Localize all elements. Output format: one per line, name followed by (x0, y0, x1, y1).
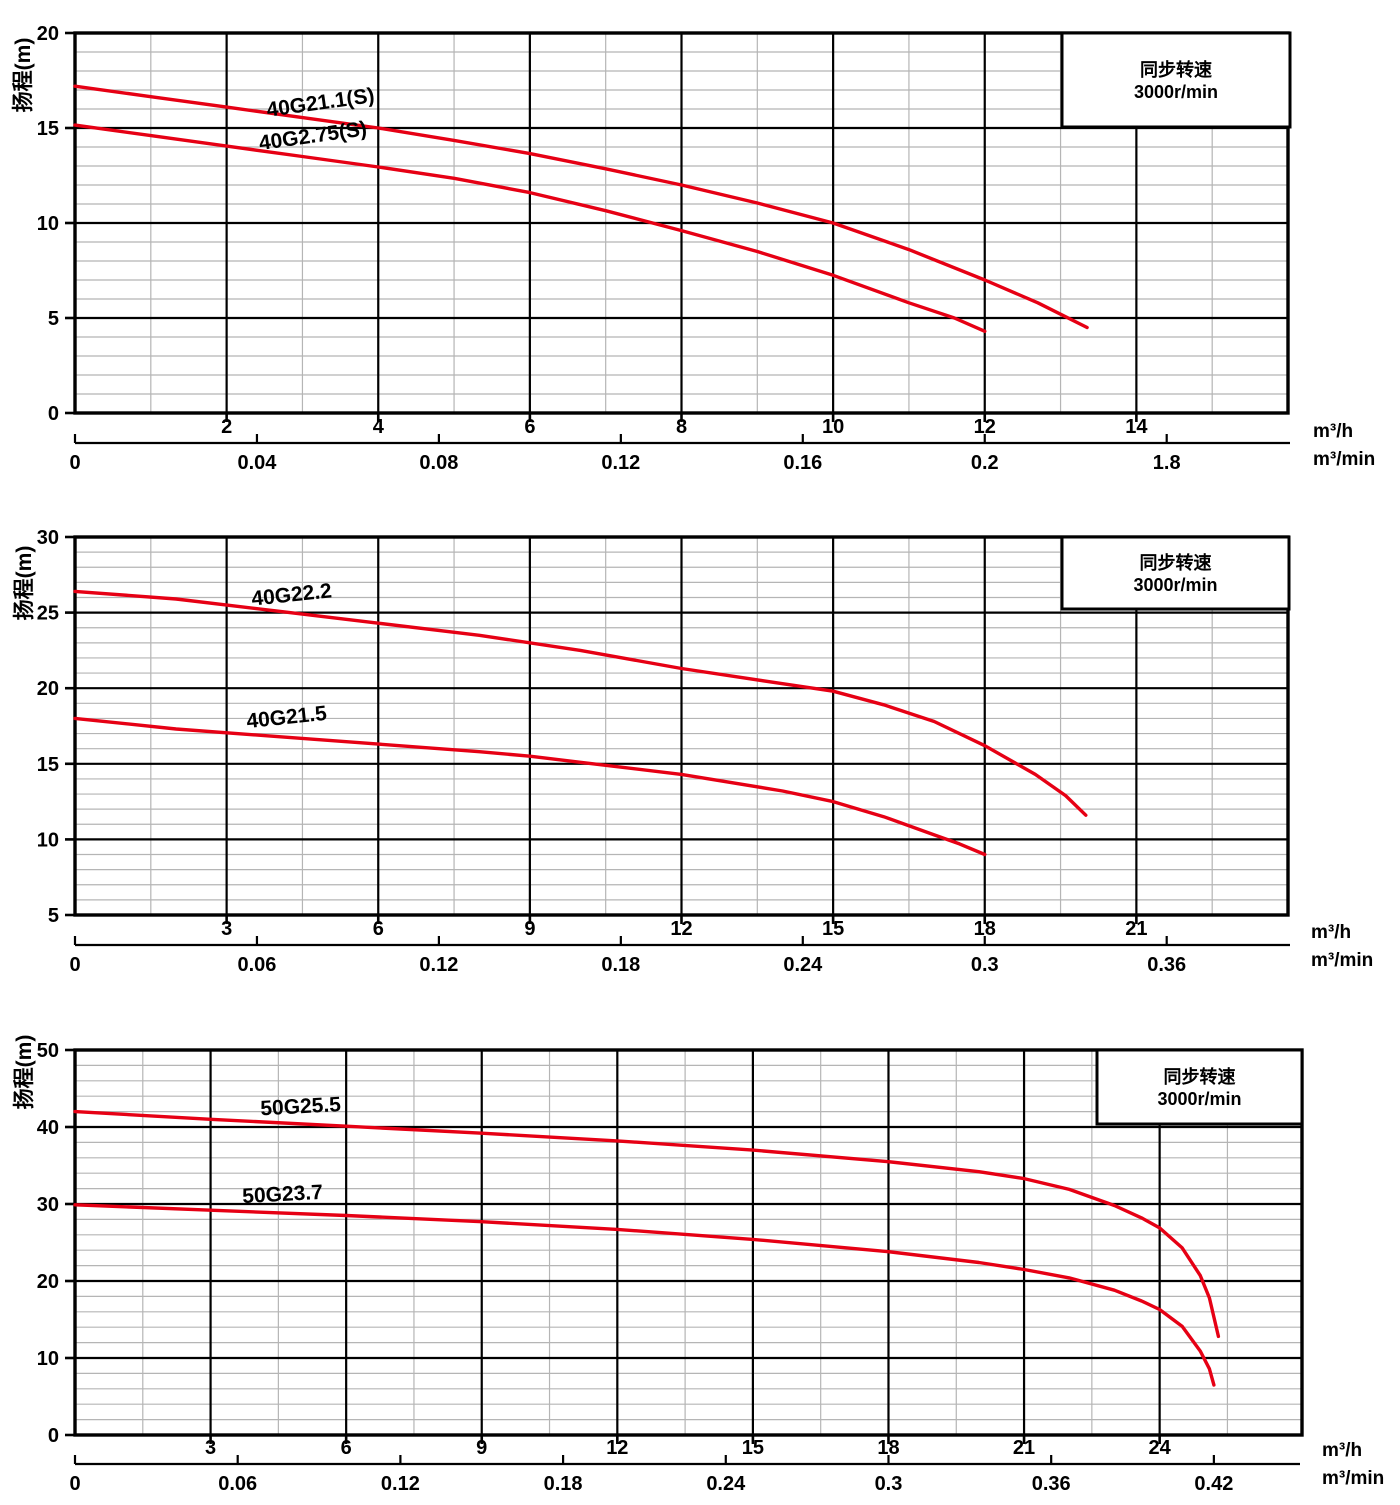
x-tick-label: 4 (373, 416, 385, 438)
x-tick-label: 3 (221, 918, 232, 940)
y-tick-label: 30 (37, 1194, 59, 1216)
chart-2: 5 10 15 20 25 30 3 6 9 12 15 18 21 0 0.06 0.12 0.18 0.24 0… (13, 527, 1373, 976)
unit-label-m3min: m³/min (1322, 1468, 1384, 1489)
secondary-tick-label: 0.24 (706, 1473, 746, 1495)
x-tick-label: 9 (476, 1437, 487, 1459)
secondary-tick-label: 0.42 (1194, 1473, 1233, 1495)
sync-speed-legend-line2: 3000r/min (1133, 575, 1217, 595)
x-tick-label: 18 (877, 1437, 899, 1459)
y-tick-label: 20 (37, 23, 59, 45)
sync-speed-legend-line2: 3000r/min (1134, 82, 1218, 102)
y-tick-label: 10 (37, 829, 59, 851)
secondary-tick-label: 1.8 (1153, 452, 1181, 474)
y-axis-title: 扬程(m) (12, 38, 35, 113)
unit-label-m3h: m³/h (1313, 421, 1353, 442)
x-tick-label: 12 (974, 416, 996, 438)
sync-speed-legend-line1: 同步转速 (1140, 59, 1212, 80)
x-tick-label: 6 (524, 416, 535, 438)
secondary-tick-label: 0.16 (783, 452, 822, 474)
secondary-tick-label: 0.06 (218, 1473, 257, 1495)
x-tick-label: 9 (524, 918, 535, 940)
x-tick-label: 15 (822, 918, 844, 940)
y-tick-label: 50 (37, 1040, 59, 1062)
curve-40G21.5 (73, 716, 987, 857)
secondary-tick-label: 0.24 (783, 954, 823, 976)
y-tick-label: 20 (37, 1271, 59, 1293)
x-tick-label: 12 (606, 1437, 628, 1459)
y-axis-title: 扬程(m) (13, 546, 36, 621)
x-tick-label: 21 (1125, 918, 1147, 940)
x-tick-label: 2 (221, 416, 232, 438)
y-tick-label: 20 (37, 678, 59, 700)
curve-40G21.1(S) (73, 84, 1089, 330)
y-tick-label: 0 (48, 403, 59, 425)
secondary-tick-label: 0.36 (1032, 1473, 1071, 1495)
y-tick-label: 40 (37, 1117, 59, 1139)
y-axis-title: 扬程(m) (13, 1035, 36, 1110)
secondary-tick-label: 0.18 (601, 954, 640, 976)
x-tick-label: 14 (1125, 416, 1148, 438)
secondary-tick-label: 0.36 (1147, 954, 1186, 976)
secondary-tick-label: 0.06 (237, 954, 276, 976)
secondary-tick-label: 0 (69, 1473, 80, 1495)
unit-label-m3min: m³/min (1313, 449, 1375, 470)
secondary-tick-label: 0.12 (419, 954, 458, 976)
secondary-tick-label: 0.3 (971, 954, 999, 976)
x-tick-label: 6 (373, 918, 384, 940)
x-tick-label: 10 (822, 416, 844, 438)
x-tick-label: 15 (742, 1437, 764, 1459)
sync-speed-legend-box (1060, 535, 1291, 611)
x-tick-label: 12 (670, 918, 692, 940)
y-tick-label: 0 (48, 1425, 59, 1447)
x-tick-label: 8 (676, 416, 687, 438)
y-tick-label: 25 (37, 603, 59, 625)
sync-speed-legend-line1: 同步转速 (1164, 1066, 1236, 1087)
sync-speed-legend-box (1095, 1048, 1304, 1126)
y-tick-label: 10 (37, 1348, 59, 1370)
curve-50G25.5 (73, 1109, 1221, 1339)
chart-1: 0 5 10 15 20 2 4 6 8 10 12 14 0 0.04 0.08 0.12 0.16 0.2 1.… (12, 23, 1375, 474)
curve-label: 40G2.75(S) (258, 117, 369, 155)
secondary-tick-label: 0.12 (381, 1473, 420, 1495)
secondary-tick-label: 0.3 (875, 1473, 903, 1495)
secondary-tick-label: 0 (69, 954, 80, 976)
x-tick-label: 24 (1149, 1437, 1172, 1459)
secondary-tick-label: 0.18 (544, 1473, 583, 1495)
x-tick-label: 6 (341, 1437, 352, 1459)
curve-label: 40G21.5 (245, 702, 328, 733)
sync-speed-legend-line2: 3000r/min (1157, 1089, 1241, 1109)
secondary-tick-label: 0.12 (601, 452, 640, 474)
secondary-tick-label: 0.08 (419, 452, 458, 474)
secondary-tick-label: 0.04 (237, 452, 277, 474)
curve-label: 50G25.5 (260, 1093, 342, 1120)
sync-speed-legend-box (1060, 31, 1292, 129)
y-tick-label: 5 (48, 905, 59, 927)
curve-40G2.75(S) (73, 123, 987, 333)
unit-label-m3h: m³/h (1311, 922, 1351, 943)
x-tick-label: 21 (1013, 1437, 1035, 1459)
y-tick-label: 30 (37, 527, 59, 549)
y-tick-label: 15 (37, 118, 59, 140)
y-tick-label: 5 (48, 308, 59, 330)
curve-label: 40G22.2 (250, 579, 333, 610)
y-tick-label: 10 (37, 213, 59, 235)
chart-3: 0 10 20 30 40 50 3 6 9 12 15 18 21 24 0 0.06 0.12 0.18 0.2… (13, 1035, 1384, 1495)
secondary-tick-label: 0.2 (971, 452, 999, 474)
x-tick-label: 3 (205, 1437, 216, 1459)
secondary-tick-label: 0 (69, 452, 80, 474)
sync-speed-legend-line1: 同步转速 (1140, 552, 1212, 573)
unit-label-m3h: m³/h (1322, 1440, 1362, 1461)
unit-label-m3min: m³/min (1311, 950, 1373, 971)
x-tick-label: 18 (974, 918, 996, 940)
y-tick-label: 15 (37, 754, 59, 776)
plot-border (73, 1048, 1304, 1437)
curve-40G22.2 (73, 589, 1088, 817)
curve-label: 50G23.7 (242, 1181, 324, 1208)
curve-50G23.7 (73, 1203, 1216, 1387)
